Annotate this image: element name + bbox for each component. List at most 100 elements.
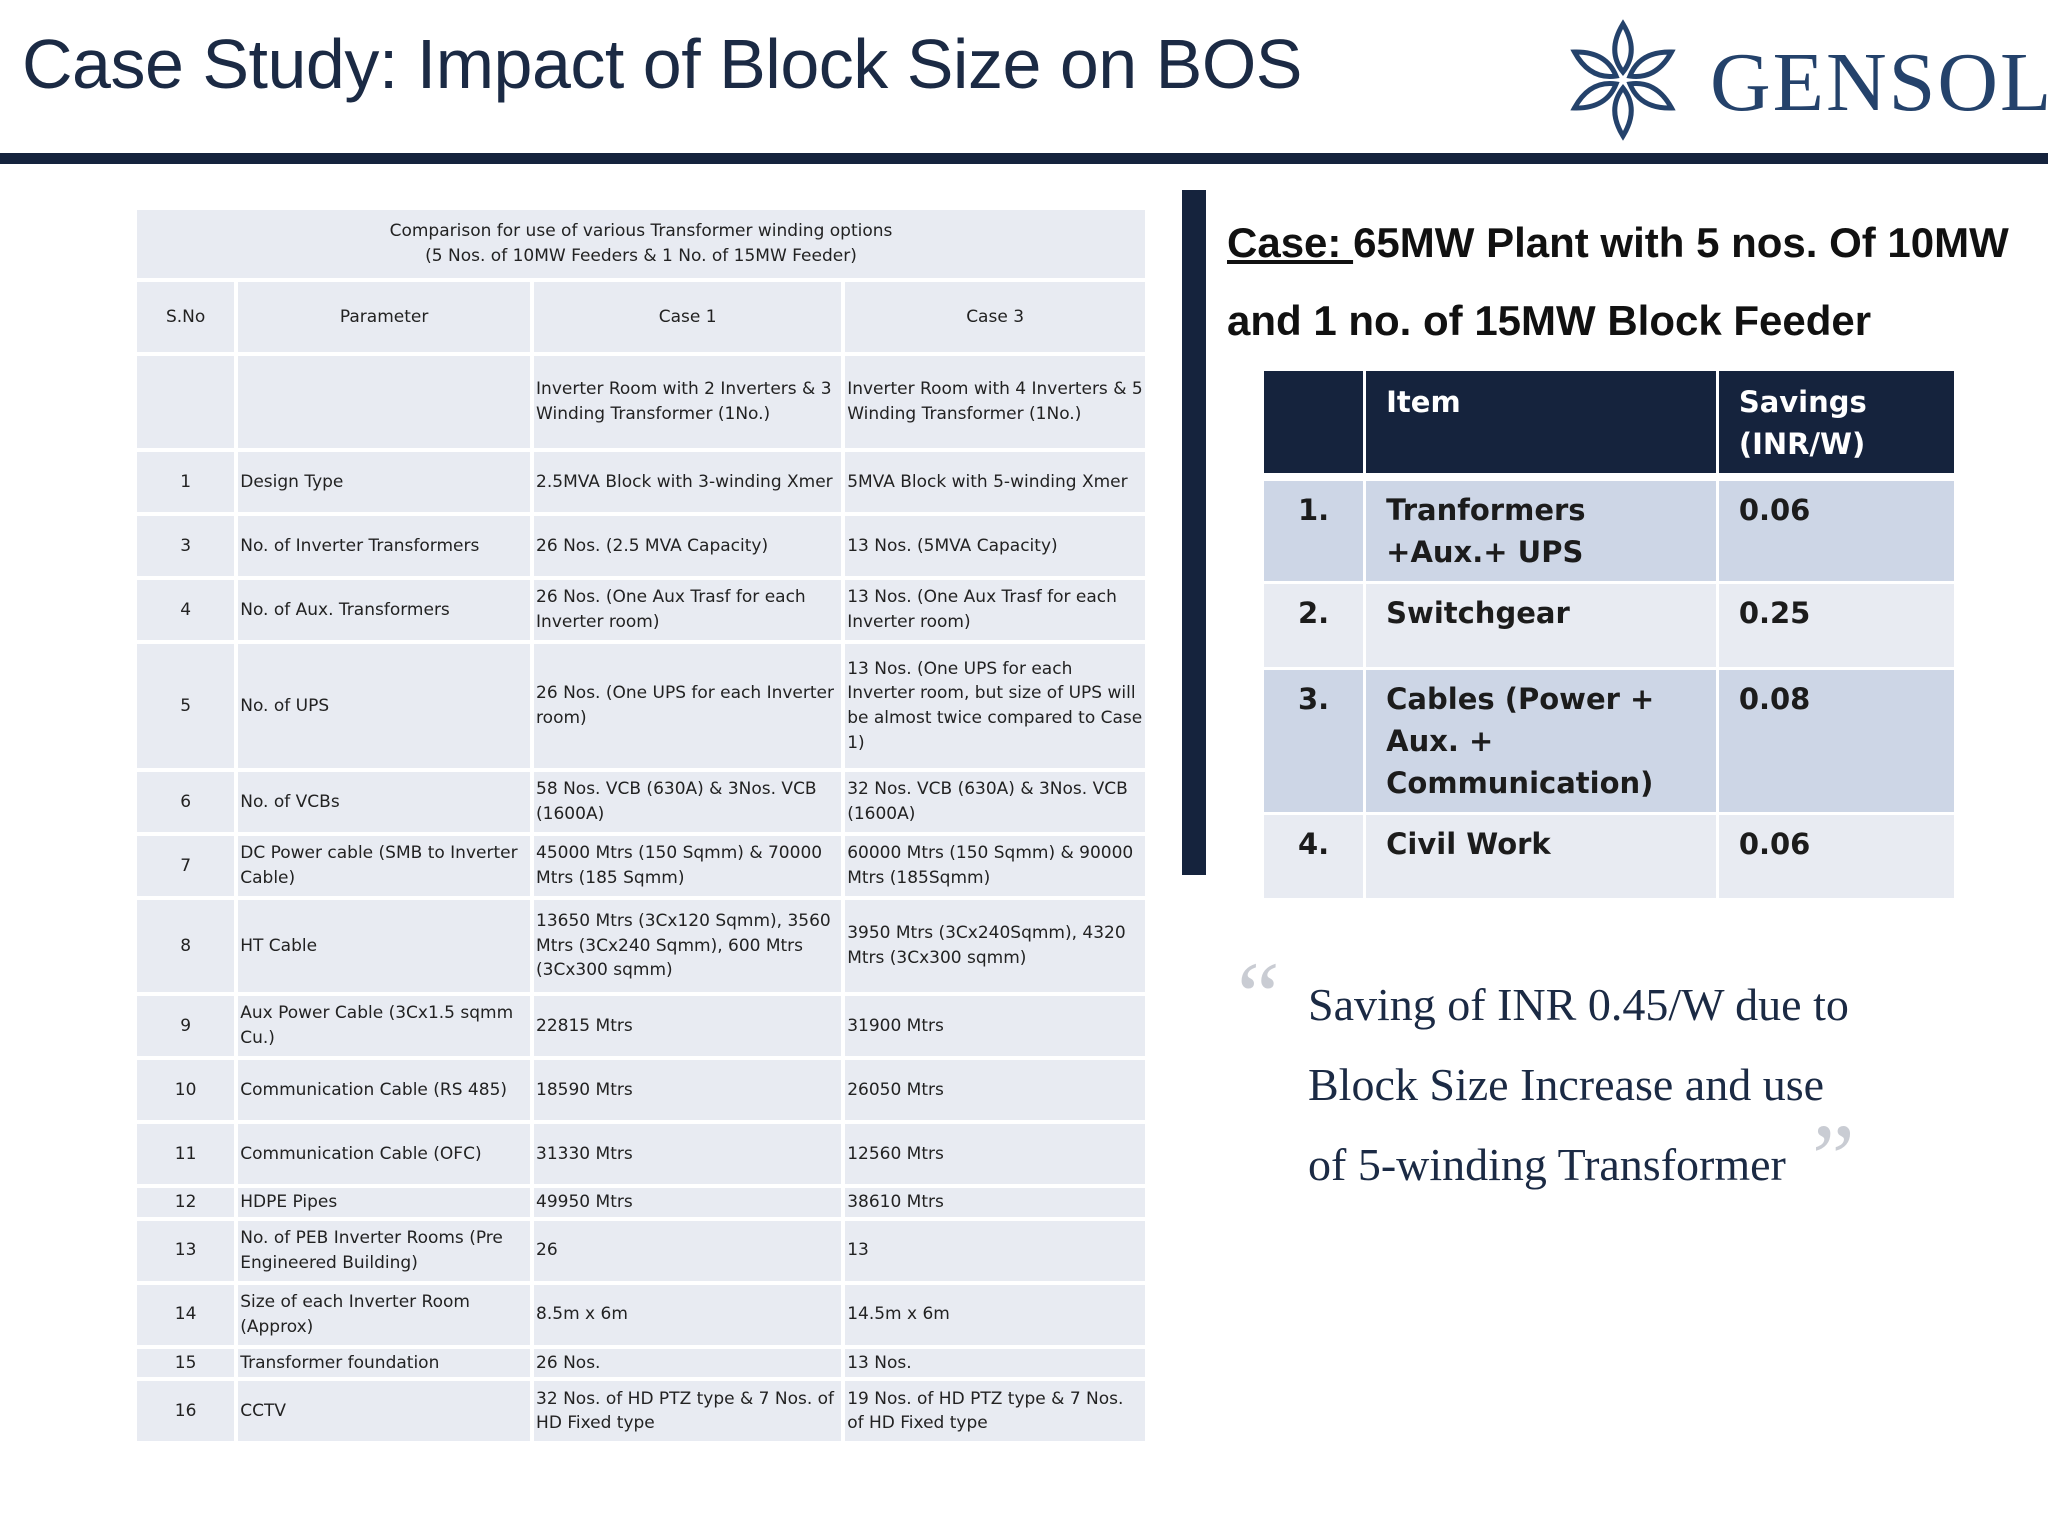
cell-parameter: Transformer foundation: [234, 1348, 531, 1378]
column-header-case-1: Case 1: [530, 282, 842, 352]
cell-case-1: 31330 Mtrs: [530, 1124, 842, 1184]
logo: GENSOL: [1565, 18, 2048, 143]
cell-case-3: 13 Nos.: [841, 1348, 1145, 1378]
table-row: 10 Communication Cable (RS 485) 18590 Mt…: [137, 1060, 1145, 1120]
cell-case-3: 38610 Mtrs: [841, 1188, 1145, 1217]
cell-sno: 6: [137, 772, 235, 832]
savings-item: Civil Work: [1363, 812, 1716, 899]
gensol-star-logo-icon: [1565, 19, 1695, 143]
cell-sno: 12: [137, 1188, 235, 1217]
column-header-sno: S.No: [137, 282, 235, 352]
logo-text: GENSOL: [1710, 36, 2048, 129]
table-title-line-2: (5 Nos. of 10MW Feeders & 1 No. of 15MW …: [425, 246, 857, 266]
table-row: 12 HDPE Pipes 49950 Mtrs 38610 Mtrs: [137, 1188, 1145, 1217]
table-row: 4 No. of Aux. Transformers 26 Nos. (One …: [137, 580, 1145, 640]
table-row: 1 Design Type 2.5MVA Block with 3-windin…: [137, 452, 1145, 512]
cell-case-3: 13 Nos. (One UPS for each Inverter room,…: [841, 644, 1145, 768]
cell-parameter: HDPE Pipes: [234, 1188, 531, 1217]
cell-case-3: 13 Nos. (One Aux Trasf for each Inverter…: [841, 580, 1145, 640]
comparison-table: Comparison for use of various Transforme…: [137, 206, 1145, 1445]
cell-case-3: 31900 Mtrs: [841, 996, 1145, 1056]
cell-case-3: 12560 Mtrs: [841, 1124, 1145, 1184]
case-label: Case:: [1227, 219, 1354, 266]
cell-parameter: Communication Cable (OFC): [234, 1124, 531, 1184]
cell-case-3: 26050 Mtrs: [841, 1060, 1145, 1120]
cell-case-3: 13 Nos. (5MVA Capacity): [841, 516, 1145, 576]
savings-value: 0.25: [1715, 581, 1954, 668]
savings-num: 2.: [1264, 581, 1364, 668]
cell-case-1: 22815 Mtrs: [530, 996, 842, 1056]
cell-sno: 15: [137, 1348, 235, 1378]
cell-sno: [137, 356, 235, 448]
cell-parameter: Aux Power Cable (3Cx1.5 sqmm Cu.): [234, 996, 531, 1056]
cell-parameter: [234, 356, 531, 448]
cell-case-1: Inverter Room with 2 Inverters & 3 Windi…: [530, 356, 842, 448]
cell-case-1: 26: [530, 1220, 842, 1281]
table-row: 6 No. of VCBs 58 Nos. VCB (630A) & 3Nos.…: [137, 772, 1145, 832]
cell-sno: 1: [137, 452, 235, 512]
savings-header-num: [1264, 371, 1364, 479]
savings-row: 3. Cables (Power + Aux. + Communication)…: [1264, 667, 1954, 813]
cell-case-1: 18590 Mtrs: [530, 1060, 842, 1120]
table-title-row: Comparison for use of various Transforme…: [137, 210, 1145, 278]
close-quote-mark: ”: [1812, 1104, 1855, 1211]
cell-case-1: 26 Nos.: [530, 1348, 842, 1378]
cell-case-3: 5MVA Block with 5-winding Xmer: [841, 452, 1145, 512]
cell-case-1: 26 Nos. (One Aux Trasf for each Inverter…: [530, 580, 842, 640]
cell-parameter: DC Power cable (SMB to Inverter Cable): [234, 836, 531, 896]
cell-sno: 11: [137, 1124, 235, 1184]
table-row: 8 HT Cable 13650 Mtrs (3Cx120 Sqmm), 356…: [137, 900, 1145, 992]
savings-item: Tranformers +Aux.+ UPS: [1363, 478, 1716, 582]
savings-value: 0.08: [1715, 667, 1954, 813]
table-row: 13 No. of PEB Inverter Rooms (Pre Engine…: [137, 1220, 1145, 1281]
cell-parameter: Design Type: [234, 452, 531, 512]
cell-case-1: 2.5MVA Block with 3-winding Xmer: [530, 452, 842, 512]
cell-sno: 9: [137, 996, 235, 1056]
table-row: 11 Communication Cable (OFC) 31330 Mtrs …: [137, 1124, 1145, 1184]
cell-case-1: 8.5m x 6m: [530, 1284, 842, 1345]
section-divider-bar: [1182, 190, 1206, 875]
cell-case-3: 19 Nos. of HD PTZ type & 7 Nos. of HD Fi…: [841, 1381, 1145, 1442]
cell-case-3: 14.5m x 6m: [841, 1284, 1145, 1345]
page-title: Case Study: Impact of Block Size on BOS: [22, 25, 1302, 103]
cell-parameter: HT Cable: [234, 900, 531, 992]
cell-case-1: 26 Nos. (One UPS for each Inverter room): [530, 644, 842, 768]
savings-quote: Saving of INR 0.45/W due to Block Size I…: [1308, 979, 1849, 1190]
savings-row: 2. Switchgear 0.25: [1264, 581, 1954, 668]
cell-sno: 16: [137, 1381, 235, 1442]
cell-sno: 4: [137, 580, 235, 640]
table-row: 14 Size of each Inverter Room (Approx) 8…: [137, 1284, 1145, 1345]
cell-case-3: 60000 Mtrs (150 Sqmm) & 90000 Mtrs (185S…: [841, 836, 1145, 896]
savings-header-item: Item: [1363, 371, 1716, 479]
savings-header-row: Item Savings (INR/W): [1264, 371, 1954, 479]
savings-num: 1.: [1264, 478, 1364, 582]
header-rule: [0, 153, 2048, 164]
open-quote-mark: “: [1237, 942, 1280, 1049]
cell-sno: 8: [137, 900, 235, 992]
table-row: Inverter Room with 2 Inverters & 3 Windi…: [137, 356, 1145, 448]
cell-case-3: Inverter Room with 4 Inverters & 5 Windi…: [841, 356, 1145, 448]
cell-case-1: 58 Nos. VCB (630A) & 3Nos. VCB (1600A): [530, 772, 842, 832]
savings-header-value: Savings (INR/W): [1715, 371, 1954, 479]
cell-parameter: No. of Aux. Transformers: [234, 580, 531, 640]
cell-case-3: 3950 Mtrs (3Cx240Sqmm), 4320 Mtrs (3Cx30…: [841, 900, 1145, 992]
cell-parameter: Communication Cable (RS 485): [234, 1060, 531, 1120]
cell-case-3: 13: [841, 1220, 1145, 1281]
table-row: 15 Transformer foundation 26 Nos. 13 Nos…: [137, 1348, 1145, 1378]
savings-item: Switchgear: [1363, 581, 1716, 668]
cell-parameter: No. of Inverter Transformers: [234, 516, 531, 576]
table-row: 16 CCTV 32 Nos. of HD PTZ type & 7 Nos. …: [137, 1381, 1145, 1442]
cell-parameter: No. of VCBs: [234, 772, 531, 832]
cell-case-1: 32 Nos. of HD PTZ type & 7 Nos. of HD Fi…: [530, 1381, 842, 1442]
column-header-parameter: Parameter: [234, 282, 531, 352]
savings-value: 0.06: [1715, 478, 1954, 582]
savings-table: Item Savings (INR/W) 1. Tranformers +Aux…: [1264, 371, 1954, 899]
savings-value: 0.06: [1715, 812, 1954, 899]
table-row: 5 No. of UPS 26 Nos. (One UPS for each I…: [137, 644, 1145, 768]
cell-sno: 7: [137, 836, 235, 896]
savings-item: Cables (Power + Aux. + Communication): [1363, 667, 1716, 813]
table-row: 3 No. of Inverter Transformers 26 Nos. (…: [137, 516, 1145, 576]
cell-case-3: 32 Nos. VCB (630A) & 3Nos. VCB (1600A): [841, 772, 1145, 832]
savings-num: 4.: [1264, 812, 1364, 899]
table-title: Comparison for use of various Transforme…: [137, 210, 1145, 278]
